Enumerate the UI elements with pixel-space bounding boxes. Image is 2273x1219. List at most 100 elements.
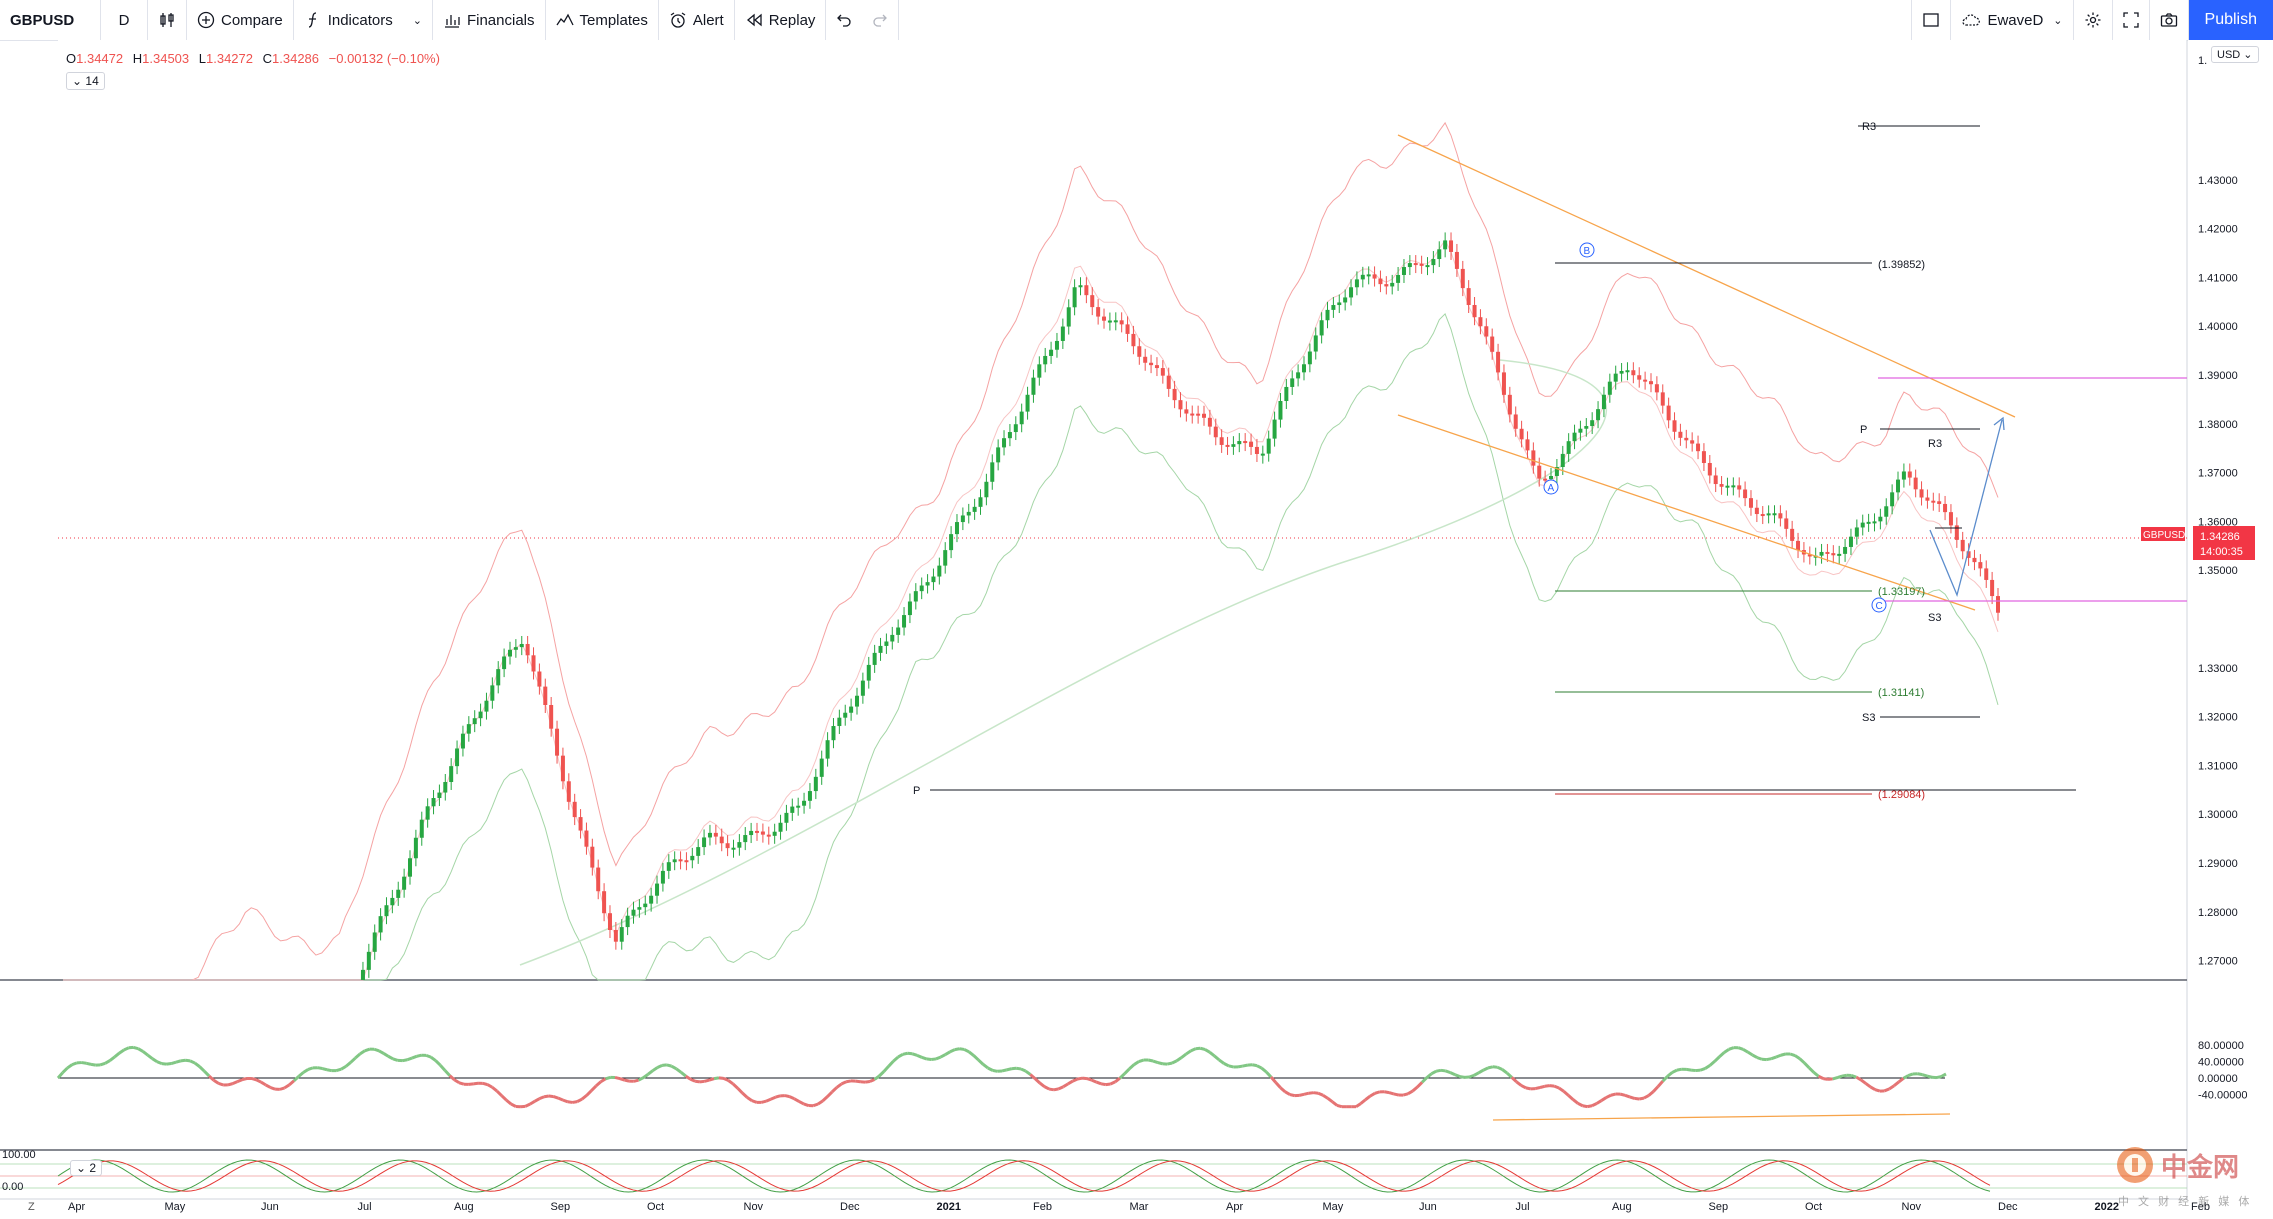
candlestick-series xyxy=(360,232,2000,980)
rsi-pane: 80.00000 40.00000 0.00000 -40.00000 xyxy=(56,1040,2248,1109)
candle-body xyxy=(549,705,554,729)
projection-arrow xyxy=(1993,416,2005,431)
candle-body xyxy=(737,842,742,848)
rsi-segment xyxy=(1600,1096,1607,1102)
rsi-segment xyxy=(1610,1092,1616,1097)
candle-body xyxy=(531,655,536,672)
rsi-segment xyxy=(1917,1072,1923,1077)
price-tick: 1.30000 xyxy=(2198,809,2238,821)
rsi-segment xyxy=(1766,1057,1772,1062)
candle-body xyxy=(1631,370,1636,376)
rsi-segment xyxy=(873,1074,881,1081)
rsi-segment xyxy=(1723,1048,1730,1054)
chevron-down-icon[interactable]: ⌄ xyxy=(412,14,422,27)
rsi-segment xyxy=(798,1100,805,1106)
rsi-segment xyxy=(538,1095,545,1101)
candle-body xyxy=(1696,443,1701,452)
rsi-segment xyxy=(1756,1056,1763,1061)
rsi-segment xyxy=(1029,1073,1037,1080)
candle-body xyxy=(890,634,895,642)
indicator-count: 14 xyxy=(85,74,99,88)
rsi-segment xyxy=(307,1066,314,1071)
candle-body xyxy=(1725,485,1730,488)
rsi-segment xyxy=(443,1069,451,1077)
rsi-segment xyxy=(1204,1048,1211,1054)
price-tick: 1.33000 xyxy=(2198,663,2238,675)
rsi-segment xyxy=(1558,1086,1565,1093)
candle-body xyxy=(1701,451,1706,463)
rsi-segment xyxy=(1308,1091,1314,1095)
rsi-segment xyxy=(123,1046,130,1052)
candle-body xyxy=(643,903,648,908)
candle-body xyxy=(1901,471,1906,480)
high-value: 1.34503 xyxy=(142,51,190,66)
candle-body xyxy=(1119,320,1124,325)
top-toolbar: GBPUSD D Compare Indicators ⌄ Financials … xyxy=(0,0,2273,41)
indicators-button[interactable]: Indicators ⌄ xyxy=(294,0,433,40)
candle-body xyxy=(1154,365,1159,369)
interval-button[interactable]: D xyxy=(101,0,148,40)
time-tick: Mar xyxy=(1130,1201,1149,1213)
candle-body xyxy=(1778,513,1783,519)
candle-body xyxy=(431,798,436,807)
settings-button[interactable] xyxy=(2074,0,2113,40)
chart-canvas[interactable]: R3 P R3 S3 S3 P (1.39852) (1.33197) (1.31141) (1.… xyxy=(0,40,2273,1219)
candle-body xyxy=(719,836,724,844)
candle-body xyxy=(1560,453,1565,467)
rsi-segment xyxy=(633,1078,639,1083)
candle-body xyxy=(1390,282,1395,287)
candle-body xyxy=(1419,263,1424,266)
candle-body xyxy=(1860,522,1865,528)
candle-body xyxy=(1384,284,1389,287)
candle-body xyxy=(896,627,901,635)
candle-body xyxy=(1284,386,1289,401)
candle-body xyxy=(790,806,795,813)
rsi-segment xyxy=(1228,1064,1234,1069)
templates-button[interactable]: Templates xyxy=(546,0,659,40)
rsi-indicators-toggle[interactable]: ⌄ 2 xyxy=(70,1160,103,1176)
candle-body xyxy=(1760,514,1765,517)
compare-button[interactable]: Compare xyxy=(187,0,294,40)
redo-button[interactable] xyxy=(862,0,900,40)
candle-body xyxy=(1254,446,1259,454)
rsi-segment xyxy=(972,1054,980,1062)
candle-body xyxy=(707,832,712,838)
rsi-segment xyxy=(1190,1047,1197,1053)
candle-body xyxy=(372,932,377,952)
rsi-segment xyxy=(1718,1051,1726,1058)
chart-style-button[interactable] xyxy=(148,0,187,40)
square-icon xyxy=(1922,11,1940,29)
rsi-segment xyxy=(411,1054,418,1060)
rewind-icon xyxy=(745,11,763,29)
candle-body xyxy=(1490,336,1495,352)
rsi-segment xyxy=(1709,1060,1716,1067)
financials-button[interactable]: Financials xyxy=(433,0,546,40)
rsi-segment xyxy=(968,1050,975,1057)
currency-selector[interactable]: USD ⌄ xyxy=(2211,46,2259,63)
rsi-segment xyxy=(1166,1061,1173,1066)
alert-button[interactable]: Alert xyxy=(659,0,735,40)
low-label: L xyxy=(198,51,206,66)
rsi-segment xyxy=(321,1067,328,1072)
symbol-search[interactable]: GBPUSD xyxy=(0,0,101,40)
candle-body xyxy=(1572,432,1577,442)
publish-button[interactable]: Publish xyxy=(2188,0,2273,40)
snapshot-button[interactable] xyxy=(2150,0,2189,40)
candle-body xyxy=(1019,411,1024,425)
rsi-segment xyxy=(882,1065,890,1073)
indicators-toggle[interactable]: ⌄ 14 xyxy=(66,72,105,90)
rsi-segment xyxy=(1864,1082,1872,1089)
candle-body xyxy=(660,870,665,884)
rsi-segment xyxy=(500,1094,508,1102)
rsi-segment xyxy=(90,1062,96,1067)
rsi-segment xyxy=(1440,1068,1446,1073)
rsi-segment xyxy=(1510,1076,1518,1083)
fullscreen-button[interactable] xyxy=(2113,0,2150,40)
fullscreen-select-button[interactable] xyxy=(1911,0,1952,40)
candle-body xyxy=(1525,439,1530,451)
undo-button[interactable] xyxy=(826,0,862,40)
layout-button[interactable]: EwaveD ⌄ xyxy=(1951,0,2074,40)
candle-body xyxy=(960,515,965,523)
rsi-segment xyxy=(907,1051,913,1056)
replay-button[interactable]: Replay xyxy=(735,0,827,40)
